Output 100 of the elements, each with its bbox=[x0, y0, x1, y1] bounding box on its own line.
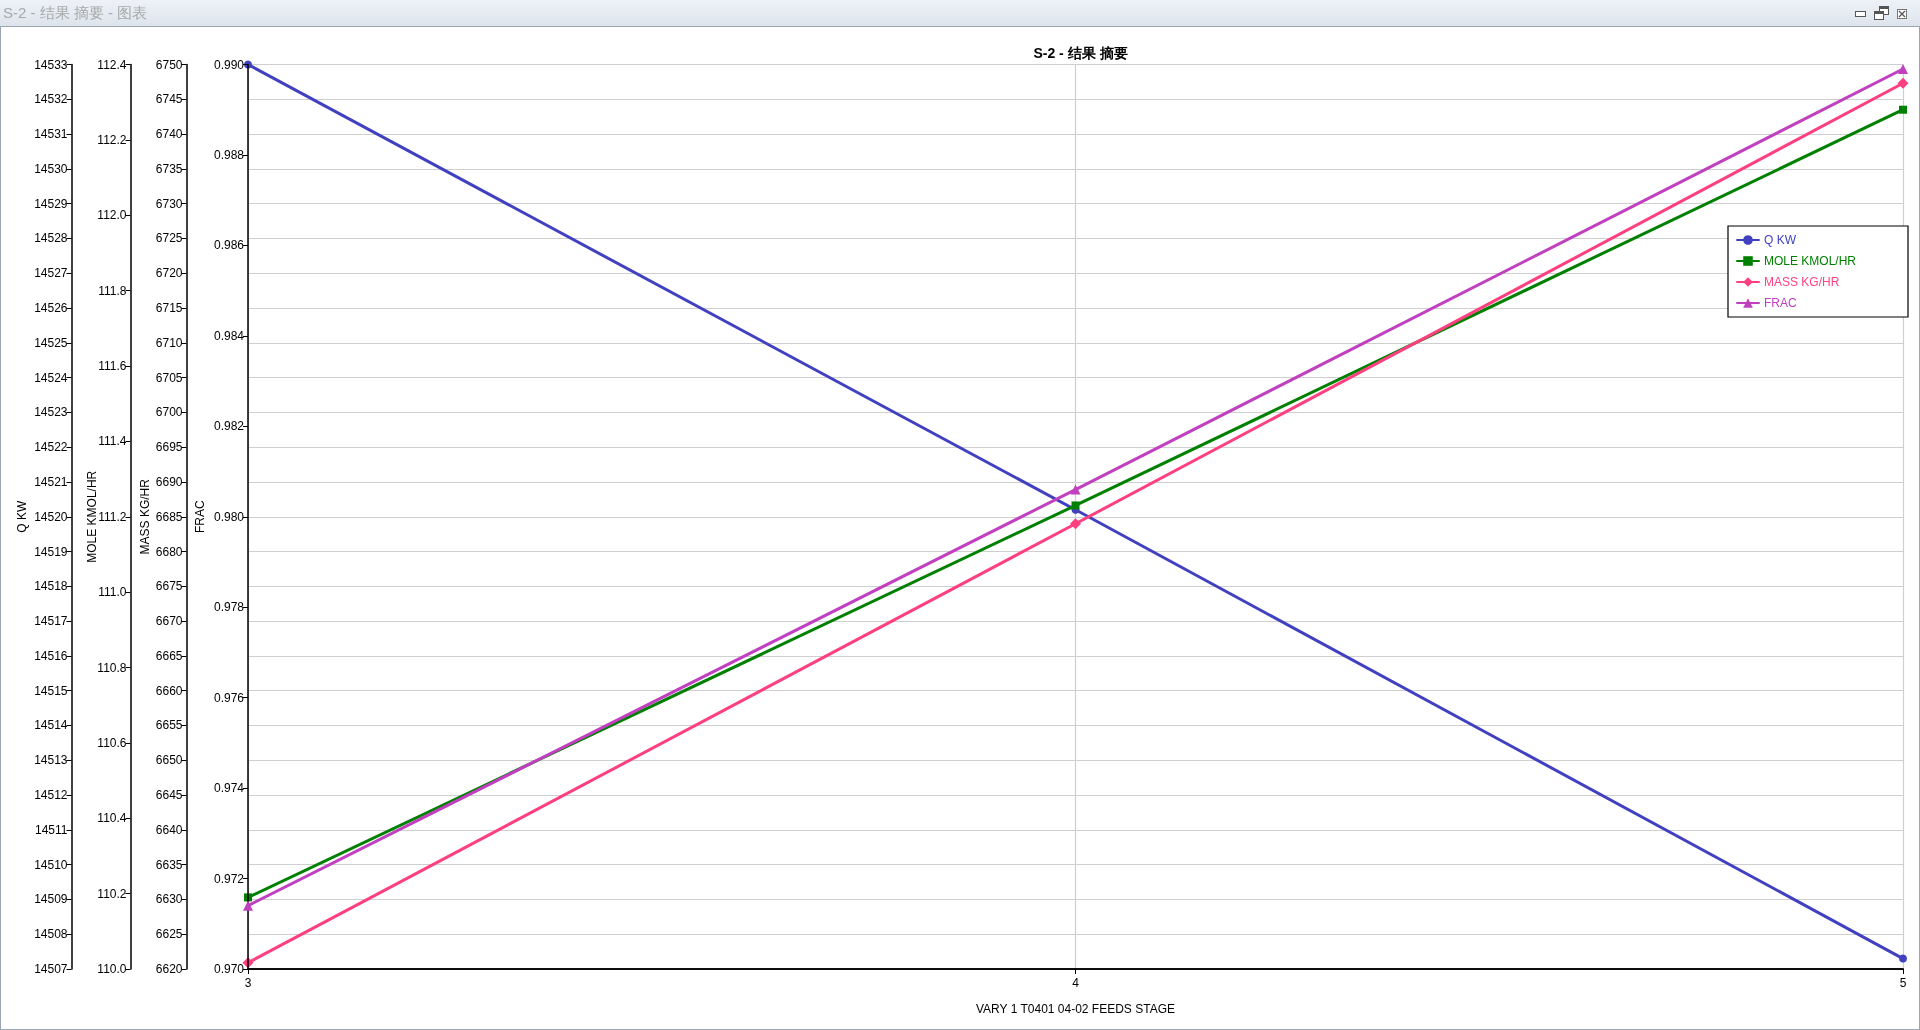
y-tick-label: 14527 bbox=[34, 266, 68, 281]
y-tick-label: 14531 bbox=[34, 127, 68, 142]
y-tick-label: 14515 bbox=[34, 683, 68, 698]
y-tick-label: 14522 bbox=[34, 440, 68, 455]
y-tick-label: 14520 bbox=[34, 509, 68, 524]
y3-tick-label: 6710 bbox=[155, 335, 183, 350]
y-tick-label: 14524 bbox=[34, 370, 68, 385]
y-tick-label: 0.980 bbox=[213, 509, 245, 524]
y3-tick-label: 6670 bbox=[155, 614, 183, 629]
y-tick-label: 0.978 bbox=[213, 600, 245, 615]
x-axis-title: VARY 1 T0401 04-02 FEEDS STAGE bbox=[976, 1002, 1175, 1016]
y3-tick-label: 6705 bbox=[155, 370, 183, 385]
x-tick-label: 5 bbox=[1899, 976, 1907, 990]
legend-label: MOLE KMOL/HR bbox=[1764, 254, 1857, 268]
point bbox=[243, 900, 253, 911]
y3-tick-label: 6695 bbox=[155, 440, 183, 455]
y3-tick-label: 6715 bbox=[155, 301, 183, 316]
y2-tick-label: 111.6 bbox=[98, 359, 127, 373]
y2-tick-label: 112.2 bbox=[97, 132, 127, 147]
y-tick-label: 14512 bbox=[34, 788, 68, 803]
x-tick-label: 3 bbox=[244, 976, 252, 990]
y-tick-label: 0.984 bbox=[213, 328, 245, 343]
y-tick-label: 0.982 bbox=[213, 419, 245, 434]
y3-tick-label: 6745 bbox=[155, 92, 183, 107]
y-tick-label: 14525 bbox=[34, 335, 68, 350]
y-tick-label: 14517 bbox=[34, 614, 68, 629]
y3-tick-label: 6630 bbox=[155, 892, 183, 907]
y-tick-label: 0.988 bbox=[213, 147, 245, 162]
y3-tick-label: 6640 bbox=[155, 822, 183, 837]
y-tick-label: 0.986 bbox=[213, 238, 245, 253]
y-tick-label: 14514 bbox=[34, 718, 68, 733]
y-tick-label: 14507 bbox=[34, 962, 68, 976]
y2-axis-title: MOLE KMOL/HR bbox=[84, 470, 99, 563]
y-tick-label: 14518 bbox=[34, 579, 68, 594]
point bbox=[1070, 484, 1081, 495]
y-axis-title: Q KW bbox=[14, 500, 29, 533]
y3-tick-label: 6690 bbox=[155, 474, 183, 489]
y-tick-label: 14519 bbox=[34, 544, 68, 559]
point bbox=[1071, 501, 1080, 510]
y-tick-label: 14530 bbox=[34, 161, 68, 176]
legend-label: FRAC bbox=[1764, 296, 1797, 310]
y-tick-label: 14513 bbox=[34, 753, 68, 768]
y-tick-label: 14510 bbox=[34, 857, 68, 872]
y-tick-label: 14526 bbox=[34, 301, 68, 316]
y3-tick-label: 6635 bbox=[155, 857, 183, 872]
point bbox=[1898, 64, 1908, 75]
y3-axis-title: MASS KG/HR bbox=[137, 478, 152, 555]
y2-tick-label: 111.8 bbox=[98, 283, 127, 298]
y-tick-label: 14509 bbox=[34, 892, 68, 907]
y3-tick-label: 6680 bbox=[155, 544, 183, 559]
y3-tick-label: 6620 bbox=[155, 962, 183, 976]
y-tick-label: 14533 bbox=[34, 57, 68, 72]
text: S-2 - 结果 摘要 - 图表 bbox=[3, 4, 148, 21]
y3-tick-label: 6645 bbox=[155, 788, 183, 803]
x-tick-label: 4 bbox=[1072, 976, 1080, 990]
y-tick-label: 14508 bbox=[34, 927, 68, 942]
y2-tick-label: 110.8 bbox=[97, 660, 127, 675]
y-tick-label: 0.974 bbox=[213, 781, 245, 796]
y3-tick-label: 6700 bbox=[155, 405, 183, 420]
y-tick-label: 14528 bbox=[34, 231, 68, 246]
y3-tick-label: 6725 bbox=[155, 231, 183, 246]
y3-tick-label: 6665 bbox=[155, 648, 183, 663]
y-tick-label: 0.970 bbox=[213, 962, 245, 976]
y2-tick-label: 111.2 bbox=[98, 509, 127, 524]
y-tick-label: 0.972 bbox=[213, 871, 245, 886]
y3-tick-label: 6720 bbox=[155, 266, 183, 281]
legend-label: MASS KG/HR bbox=[1764, 275, 1840, 289]
y2-tick-label: 110.0 bbox=[97, 962, 127, 976]
y3-tick-label: 6730 bbox=[155, 196, 183, 211]
legend-label: Q KW bbox=[1764, 233, 1797, 247]
y2-tick-label: 110.4 bbox=[97, 811, 127, 826]
y2-tick-label: 111.4 bbox=[98, 434, 127, 449]
y2-tick-label: 112.4 bbox=[97, 57, 127, 72]
y3-tick-label: 6750 bbox=[155, 57, 183, 72]
y-tick-label: 0.976 bbox=[213, 690, 245, 705]
y3-tick-label: 6625 bbox=[155, 927, 183, 942]
y3-tick-label: 6655 bbox=[155, 718, 183, 733]
point bbox=[1070, 518, 1081, 530]
y3-tick-label: 6740 bbox=[155, 127, 183, 142]
y2-tick-label: 110.2 bbox=[97, 886, 127, 901]
y3-tick-label: 6660 bbox=[155, 683, 183, 698]
y3-tick-label: 6650 bbox=[155, 753, 183, 768]
point bbox=[1899, 105, 1907, 114]
y-tick-label: 14521 bbox=[34, 474, 68, 489]
y2-tick-label: 110.6 bbox=[97, 735, 127, 750]
y2-tick-label: 111.0 bbox=[98, 585, 127, 600]
y-tick-label: 14516 bbox=[34, 648, 68, 663]
y-axis-title: FRAC bbox=[193, 500, 207, 534]
y-tick-label: 14523 bbox=[34, 405, 68, 420]
point bbox=[1899, 954, 1907, 963]
y3-tick-label: 6735 bbox=[155, 161, 183, 176]
chart-title: S-2 - 结果 摘要 bbox=[1033, 45, 1128, 61]
y3-tick-label: 6685 bbox=[155, 509, 183, 524]
y-tick-label: 14529 bbox=[34, 196, 68, 211]
point bbox=[1897, 77, 1909, 89]
y-tick-label: 14532 bbox=[34, 92, 68, 107]
y2-tick-label: 112.0 bbox=[97, 208, 127, 223]
y-tick-label: 14511 bbox=[35, 822, 68, 837]
y3-tick-label: 6675 bbox=[155, 579, 183, 594]
y-tick-label: 0.990 bbox=[213, 57, 245, 72]
